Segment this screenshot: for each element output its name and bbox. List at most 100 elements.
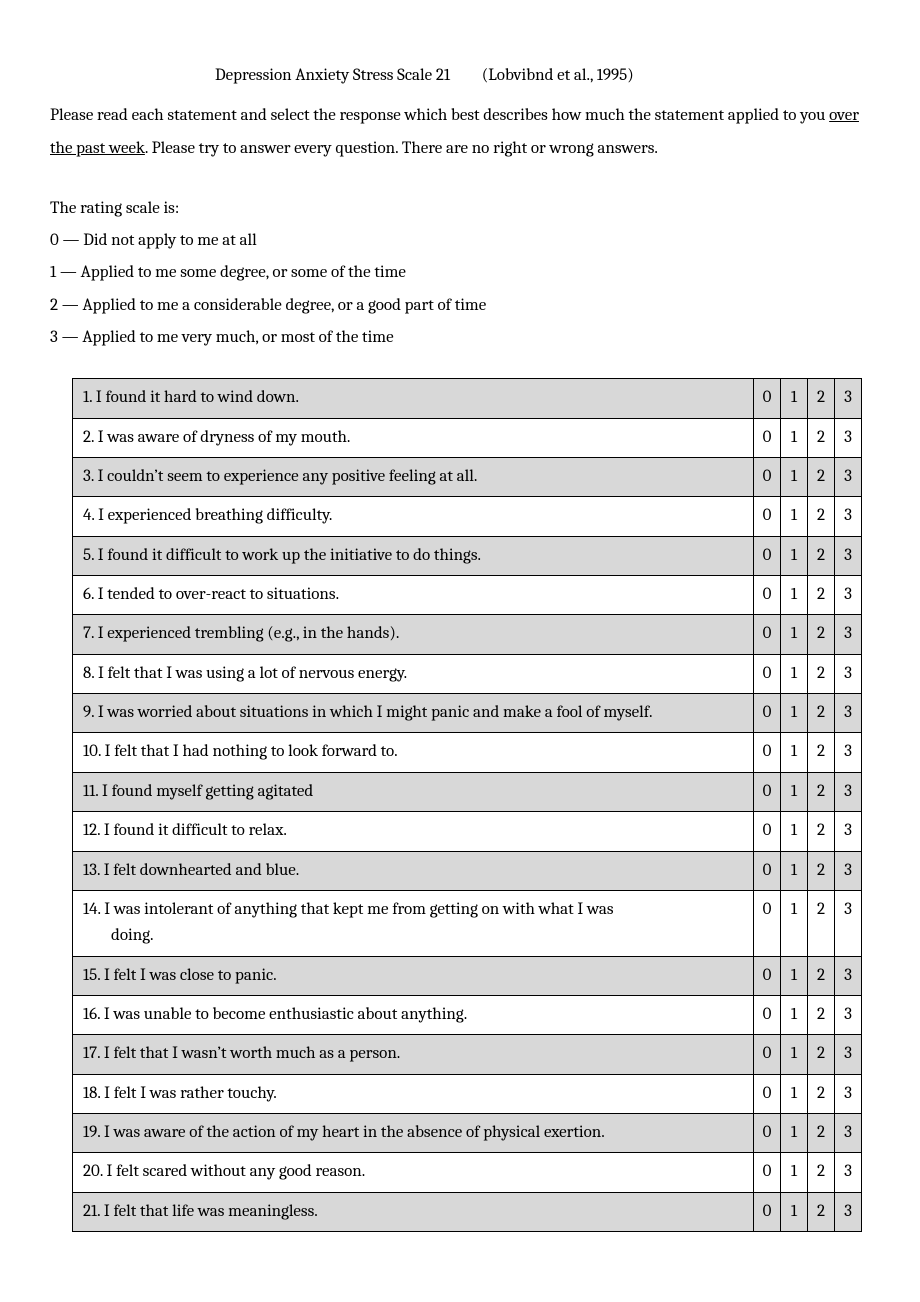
rating-option[interactable]: 0 <box>754 497 781 536</box>
rating-option[interactable]: 2 <box>808 1035 835 1074</box>
rating-option[interactable]: 1 <box>781 1192 808 1231</box>
rating-option[interactable]: 2 <box>808 497 835 536</box>
rating-option[interactable]: 0 <box>754 1074 781 1113</box>
rating-option[interactable]: 0 <box>754 576 781 615</box>
rating-option[interactable]: 2 <box>808 379 835 418</box>
rating-option[interactable]: 2 <box>808 615 835 654</box>
rating-option[interactable]: 1 <box>781 458 808 497</box>
instructions: Please read each statement and select th… <box>50 100 870 165</box>
rating-option[interactable]: 0 <box>754 772 781 811</box>
rating-option[interactable]: 1 <box>781 694 808 733</box>
rating-option[interactable]: 1 <box>781 733 808 772</box>
rating-option[interactable]: 1 <box>781 995 808 1034</box>
rating-option[interactable]: 1 <box>781 536 808 575</box>
rating-option[interactable]: 3 <box>835 536 862 575</box>
question-text: 11. I found myself getting agitated <box>73 772 754 811</box>
rating-option[interactable]: 2 <box>808 1153 835 1192</box>
scale-item: 3 — Applied to me very much, or most of … <box>50 322 870 354</box>
rating-option[interactable]: 1 <box>781 772 808 811</box>
rating-option[interactable]: 3 <box>835 956 862 995</box>
rating-option[interactable]: 3 <box>835 1192 862 1231</box>
table-row: 3. I couldn’t seem to experience any pos… <box>73 458 862 497</box>
rating-option[interactable]: 2 <box>808 851 835 890</box>
rating-option[interactable]: 3 <box>835 1074 862 1113</box>
table-row: 2. I was aware of dryness of my mouth.01… <box>73 418 862 457</box>
question-text: 4. I experienced breathing difficulty. <box>73 497 754 536</box>
rating-option[interactable]: 3 <box>835 1113 862 1152</box>
rating-option[interactable]: 0 <box>754 995 781 1034</box>
rating-option[interactable]: 0 <box>754 733 781 772</box>
rating-option[interactable]: 0 <box>754 1035 781 1074</box>
rating-option[interactable]: 3 <box>835 379 862 418</box>
rating-option[interactable]: 2 <box>808 890 835 956</box>
rating-option[interactable]: 1 <box>781 956 808 995</box>
rating-option[interactable]: 2 <box>808 956 835 995</box>
rating-option[interactable]: 1 <box>781 1113 808 1152</box>
rating-option[interactable]: 1 <box>781 418 808 457</box>
rating-option[interactable]: 1 <box>781 615 808 654</box>
rating-option[interactable]: 2 <box>808 576 835 615</box>
rating-option[interactable]: 2 <box>808 772 835 811</box>
rating-option[interactable]: 0 <box>754 812 781 851</box>
rating-option[interactable]: 3 <box>835 995 862 1034</box>
rating-option[interactable]: 1 <box>781 497 808 536</box>
rating-option[interactable]: 1 <box>781 851 808 890</box>
rating-option[interactable]: 1 <box>781 1153 808 1192</box>
table-row: 5. I found it difficult to work up the i… <box>73 536 862 575</box>
rating-option[interactable]: 2 <box>808 1192 835 1231</box>
rating-option[interactable]: 0 <box>754 379 781 418</box>
rating-option[interactable]: 2 <box>808 733 835 772</box>
rating-option[interactable]: 3 <box>835 733 862 772</box>
table-row: 20. I felt scared without any good reaso… <box>73 1153 862 1192</box>
rating-option[interactable]: 2 <box>808 654 835 693</box>
rating-option[interactable]: 3 <box>835 576 862 615</box>
rating-option[interactable]: 2 <box>808 536 835 575</box>
rating-option[interactable]: 2 <box>808 995 835 1034</box>
rating-option[interactable]: 3 <box>835 1153 862 1192</box>
rating-option[interactable]: 0 <box>754 536 781 575</box>
question-text: 20. I felt scared without any good reaso… <box>73 1153 754 1192</box>
rating-option[interactable]: 3 <box>835 851 862 890</box>
rating-option[interactable]: 1 <box>781 654 808 693</box>
instructions-pre: Please read each statement and select th… <box>50 106 829 125</box>
rating-option[interactable]: 0 <box>754 1192 781 1231</box>
table-row: 13. I felt downhearted and blue.0123 <box>73 851 862 890</box>
rating-option[interactable]: 1 <box>781 1074 808 1113</box>
rating-option[interactable]: 2 <box>808 1113 835 1152</box>
question-text: 18. I felt I was rather touchy. <box>73 1074 754 1113</box>
rating-option[interactable]: 2 <box>808 812 835 851</box>
rating-option[interactable]: 0 <box>754 956 781 995</box>
question-text: 10. I felt that I had nothing to look fo… <box>73 733 754 772</box>
rating-option[interactable]: 0 <box>754 458 781 497</box>
rating-option[interactable]: 3 <box>835 694 862 733</box>
rating-option[interactable]: 1 <box>781 1035 808 1074</box>
rating-option[interactable]: 2 <box>808 458 835 497</box>
rating-option[interactable]: 3 <box>835 1035 862 1074</box>
rating-option[interactable]: 1 <box>781 576 808 615</box>
rating-option[interactable]: 1 <box>781 812 808 851</box>
rating-option[interactable]: 3 <box>835 615 862 654</box>
rating-option[interactable]: 3 <box>835 812 862 851</box>
rating-option[interactable]: 0 <box>754 694 781 733</box>
rating-option[interactable]: 0 <box>754 890 781 956</box>
rating-option[interactable]: 0 <box>754 654 781 693</box>
rating-option[interactable]: 3 <box>835 497 862 536</box>
rating-option[interactable]: 0 <box>754 1113 781 1152</box>
rating-option[interactable]: 0 <box>754 1153 781 1192</box>
rating-option[interactable]: 0 <box>754 418 781 457</box>
rating-option[interactable]: 3 <box>835 418 862 457</box>
rating-option[interactable]: 0 <box>754 851 781 890</box>
rating-option[interactable]: 2 <box>808 1074 835 1113</box>
question-text: 21. I felt that life was meaningless. <box>73 1192 754 1231</box>
rating-option[interactable]: 3 <box>835 890 862 956</box>
rating-option[interactable]: 2 <box>808 418 835 457</box>
table-row: 1. I found it hard to wind down.0123 <box>73 379 862 418</box>
rating-option[interactable]: 3 <box>835 654 862 693</box>
rating-option[interactable]: 1 <box>781 890 808 956</box>
rating-option[interactable]: 3 <box>835 772 862 811</box>
rating-option[interactable]: 1 <box>781 379 808 418</box>
rating-option[interactable]: 2 <box>808 694 835 733</box>
question-text: 1. I found it hard to wind down. <box>73 379 754 418</box>
rating-option[interactable]: 3 <box>835 458 862 497</box>
rating-option[interactable]: 0 <box>754 615 781 654</box>
